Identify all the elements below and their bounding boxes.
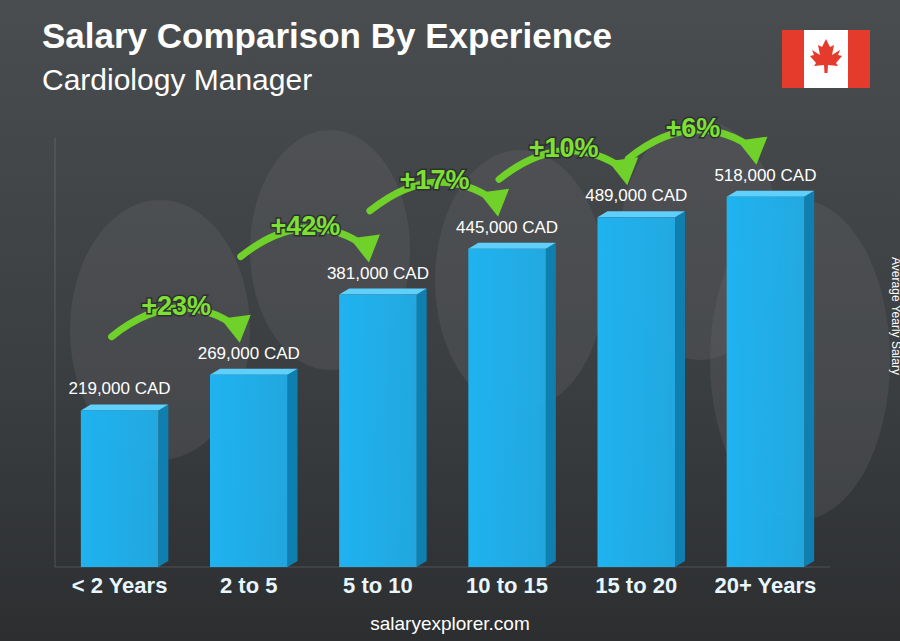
background <box>0 0 900 641</box>
bar-side <box>417 289 427 567</box>
title: Salary Comparison By Experience <box>42 16 612 55</box>
page: {"chart_data": {"type": "bar", "title": … <box>0 0 900 641</box>
bar <box>468 249 546 567</box>
bar <box>81 410 159 567</box>
x-tick-label: 10 to 15 <box>466 573 548 598</box>
x-tick-label: 5 to 10 <box>343 573 413 598</box>
chart: 219,000 CAD 269,000 CAD 381,000 CAD 445,000… <box>0 0 900 641</box>
subtitle: Cardiology Manager <box>42 63 312 96</box>
annotation: +6% <box>665 113 720 143</box>
bar-side <box>675 211 685 567</box>
data-label: 269,000 CAD <box>198 344 300 363</box>
bar-top <box>468 243 555 249</box>
x-tick-label: < 2 Years <box>72 573 168 598</box>
bar <box>210 375 288 567</box>
bar <box>598 217 676 567</box>
annotation: +23% <box>141 291 211 321</box>
annotation: +17% <box>400 165 470 195</box>
flag-leaf <box>810 39 842 73</box>
bar-top <box>81 404 168 410</box>
flag-band <box>782 30 804 88</box>
bar-side <box>158 404 168 567</box>
bar-top <box>339 289 427 295</box>
x-tick-label: 2 to 5 <box>220 573 277 598</box>
bars <box>81 191 814 567</box>
annotation-arrowhead <box>737 137 767 165</box>
annotation: +10% <box>529 133 599 163</box>
bar-top <box>598 211 686 217</box>
bar-side <box>546 243 556 567</box>
data-label: 445,000 CAD <box>456 218 558 237</box>
annotation-arrowhead <box>221 315 251 343</box>
bar-side <box>288 369 298 567</box>
x-tick-label: 15 to 20 <box>595 573 677 598</box>
x-tick-label: 20+ Years <box>715 573 817 598</box>
annotation-arrowhead <box>608 157 638 185</box>
annotation-arrowhead <box>350 235 380 263</box>
data-label: 518,000 CAD <box>714 166 816 185</box>
annotation-arrowhead <box>479 189 509 217</box>
y-axis-line <box>55 138 56 567</box>
source: salaryexplorer.com <box>370 613 529 634</box>
y-axis-label: Average Yearly Salary <box>889 257 900 375</box>
data-label: 381,000 CAD <box>327 264 429 283</box>
bar-side <box>804 191 814 567</box>
annotation: +42% <box>270 211 340 241</box>
bar-top <box>727 191 815 197</box>
data-label: 219,000 CAD <box>69 379 171 398</box>
x-axis-line <box>55 567 830 568</box>
bar <box>339 295 417 567</box>
bar-top <box>210 369 298 375</box>
flag-field <box>782 30 870 88</box>
flag <box>782 30 870 88</box>
bar <box>727 197 805 567</box>
flag-band <box>848 30 870 88</box>
data-label: 489,000 CAD <box>585 186 687 205</box>
